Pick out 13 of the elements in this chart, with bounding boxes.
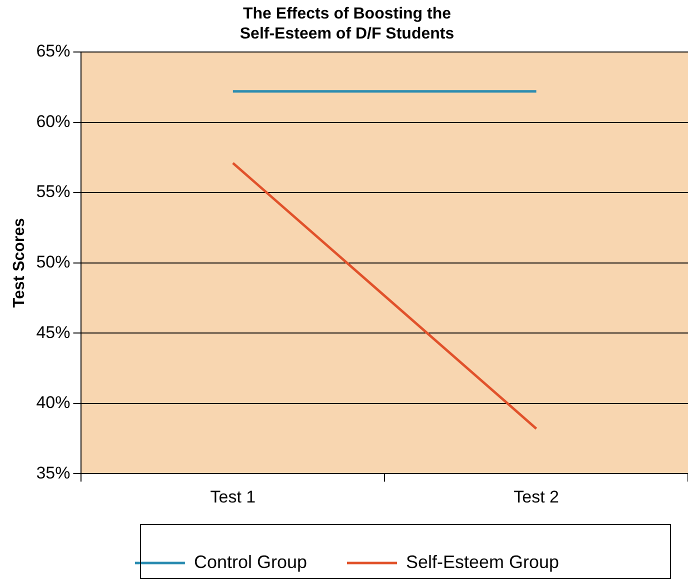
x-tick-label: Test 1: [210, 487, 256, 506]
y-tick-label: 65%: [36, 42, 70, 61]
y-tick-label: 55%: [36, 182, 70, 202]
legend-label: Control Group: [194, 552, 308, 572]
x-tick-label: Test 2: [514, 487, 559, 506]
chart-title: The Effects of Boosting the Self-Esteem of D/F Students: [240, 5, 454, 42]
y-tick-label: 45%: [36, 322, 70, 342]
y-axis-title: Test Scores: [11, 218, 28, 308]
legend-label: Self-Esteem Group: [406, 552, 560, 572]
y-tick-label: 50%: [36, 252, 70, 272]
y-tick-label: 35%: [36, 463, 70, 482]
y-tick-label: 60%: [36, 112, 70, 131]
y-tick-label: 40%: [36, 393, 70, 412]
